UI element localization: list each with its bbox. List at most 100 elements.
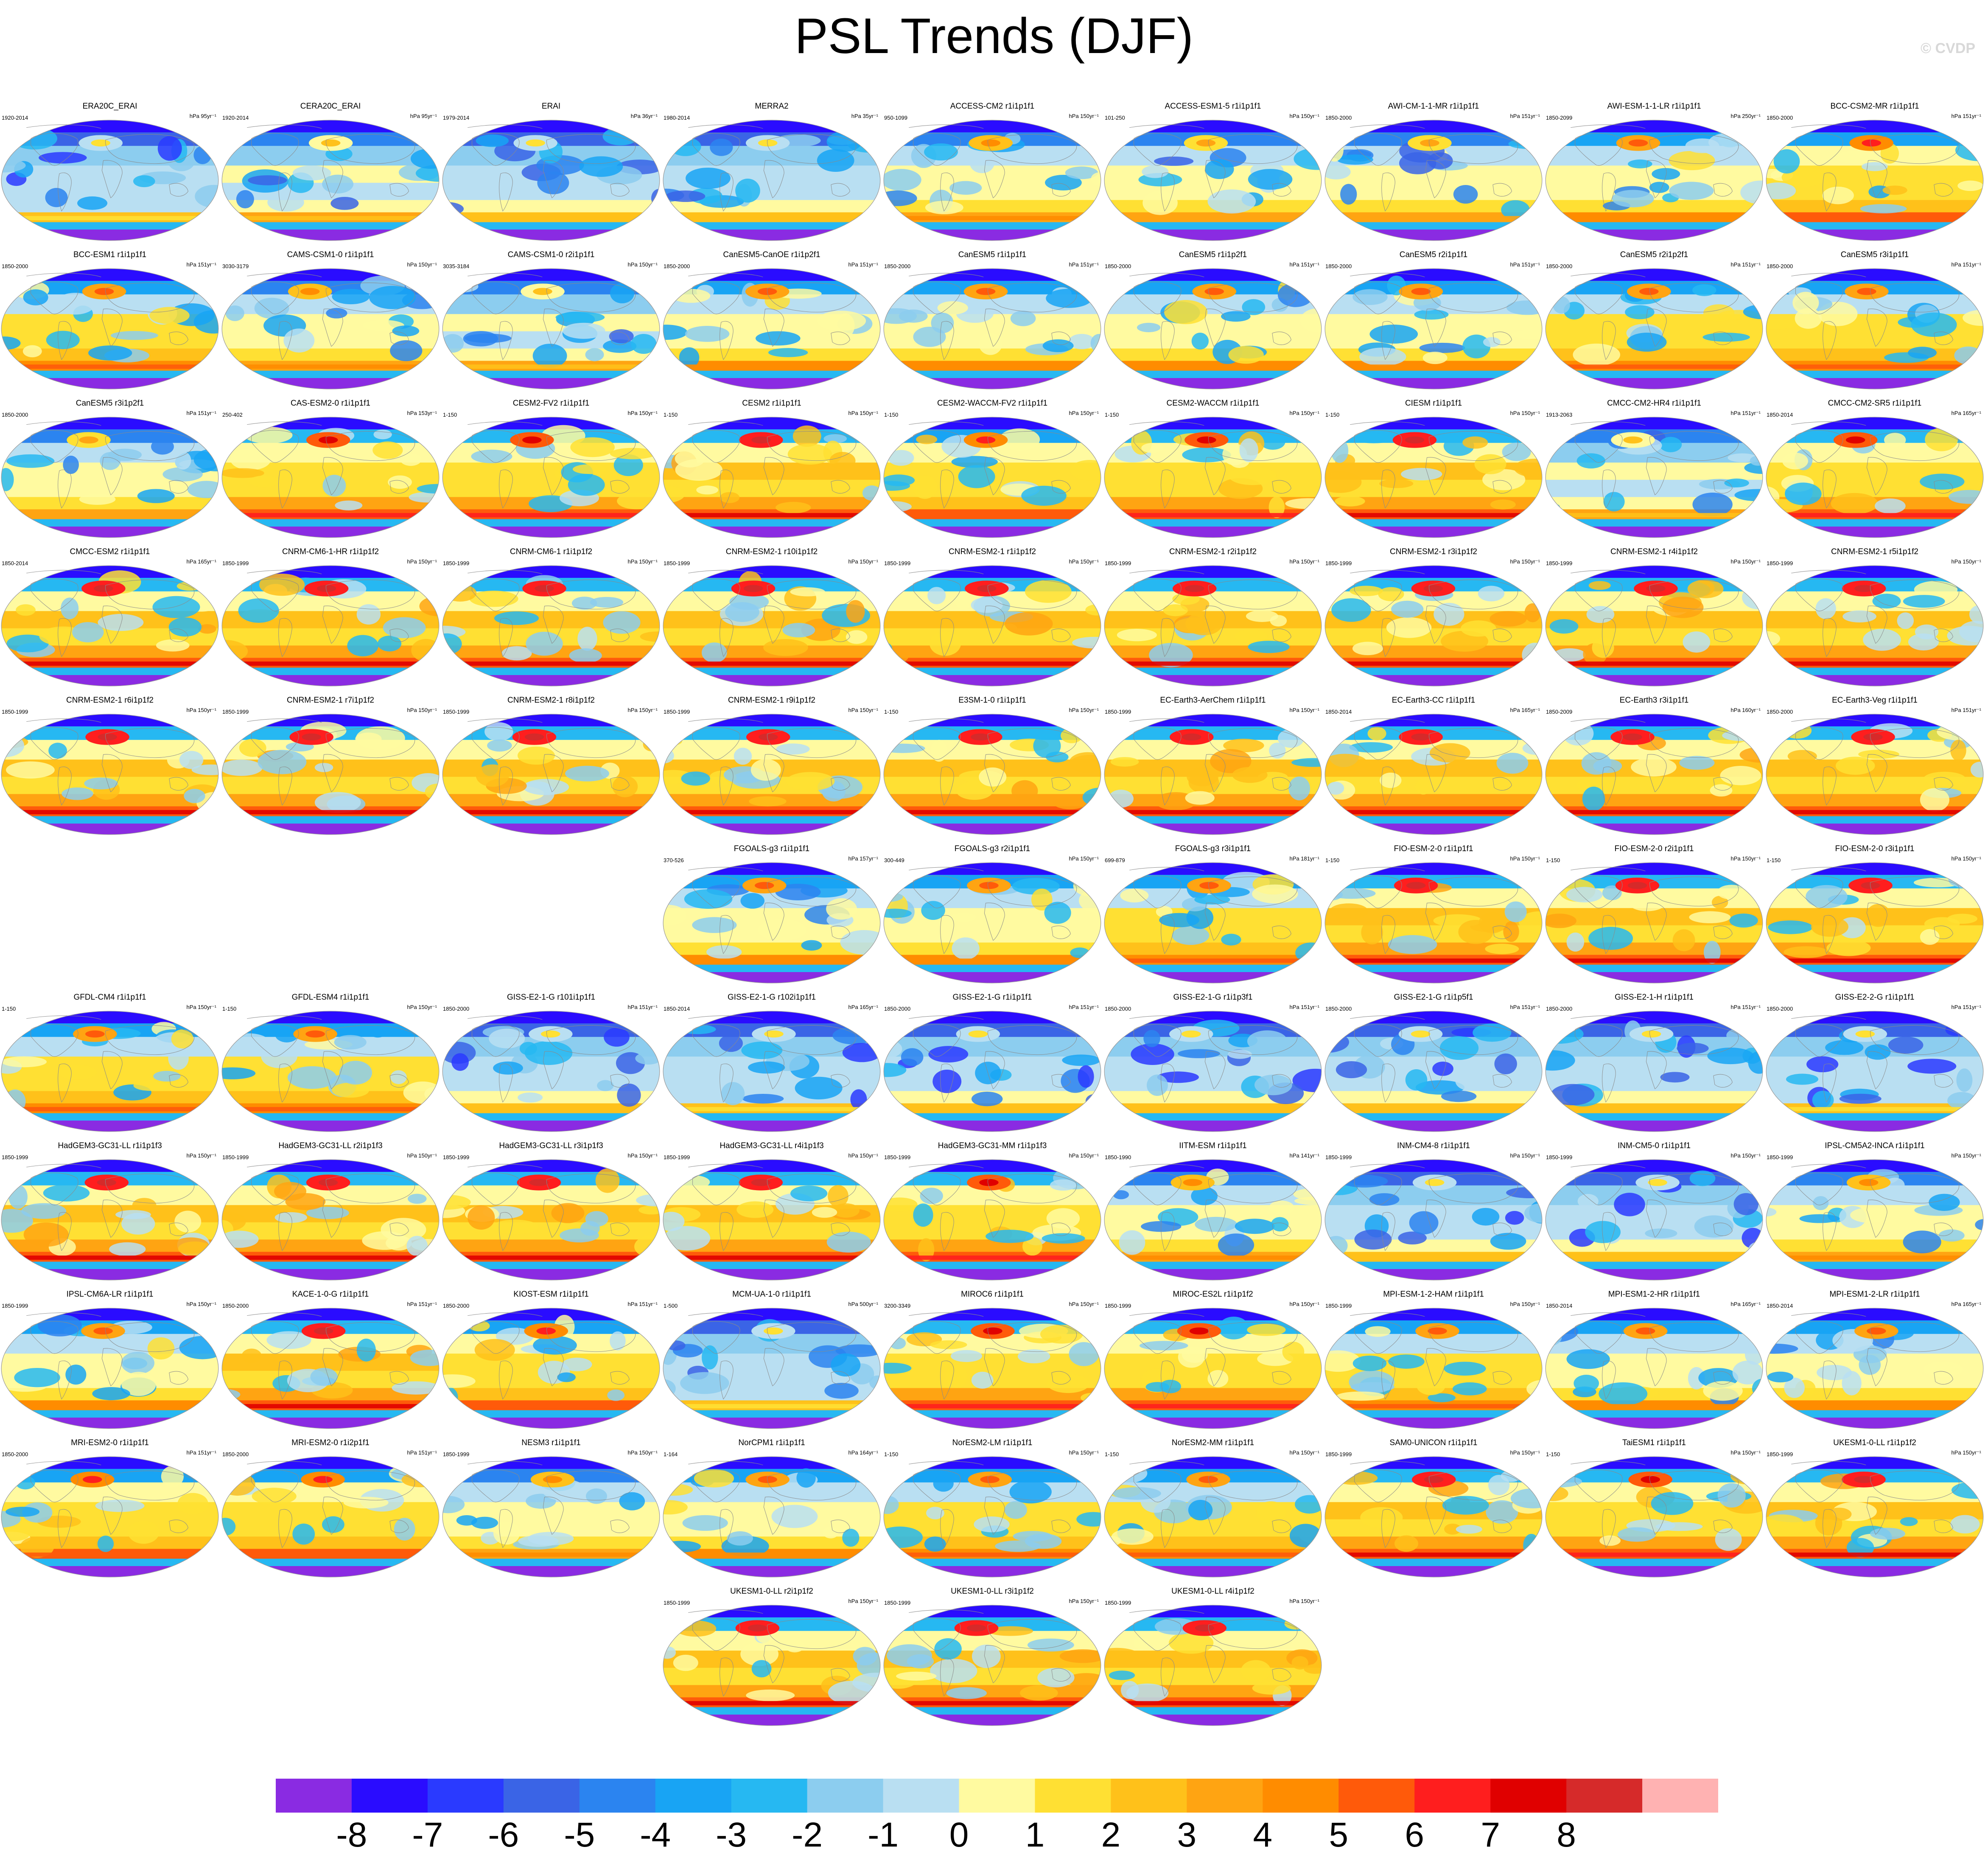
- panel-period: 1850-2000: [2, 263, 28, 269]
- panel-period: 1850-2000: [1325, 263, 1352, 269]
- panel-units: hPa 151yr⁻¹: [1069, 261, 1099, 268]
- panel-period: 101-250: [1105, 115, 1125, 121]
- panel-title: MERRA2: [755, 102, 789, 111]
- panel-units: hPa 150yr⁻¹: [1951, 1152, 1981, 1159]
- map-container: [0, 1455, 220, 1578]
- map-panel: CNRM-ESM2-1 r9i1p1f2 1850-1999 hPa 150yr⁻¹: [662, 696, 882, 836]
- map-panel: MRI-ESM2-0 r1i1p1f1 1850-2000 hPa 151yr⁻¹: [0, 1438, 220, 1578]
- map-container: [662, 1158, 882, 1281]
- colorbar-labels: -8 -7 -6 -5 -4 -3 -2 -1 0 1 2 3 4 5 6 7 8: [276, 1815, 1718, 1858]
- trend-map: [1766, 1308, 1984, 1429]
- trend-map: [1104, 268, 1322, 390]
- trend-map: [221, 417, 440, 538]
- trend-map: [663, 1605, 881, 1726]
- map-container: [1544, 416, 1764, 539]
- panel-title: CanESM5-CanOE r1i1p2f1: [723, 250, 820, 259]
- panel-period: 1850-2000: [2, 412, 28, 418]
- panel-title: CNRM-CM6-1 r1i1p1f2: [510, 547, 593, 556]
- trend-map: [883, 565, 1101, 687]
- map-container: [1103, 713, 1323, 836]
- panel-title: CAMS-CSM1-0 r2i1p1f1: [507, 250, 595, 259]
- colorbar-swatch: [276, 1779, 352, 1813]
- colorbar-tick-label: 0: [949, 1816, 969, 1854]
- panel-period: 1850-1999: [664, 560, 690, 566]
- panel-units: hPa 150yr⁻¹: [407, 707, 437, 713]
- colorbar-tick-label: 4: [1253, 1816, 1273, 1854]
- colorbar-tick-label: -3: [716, 1816, 747, 1854]
- panel-period: 1-150: [1546, 857, 1560, 863]
- panel-units: hPa 151yr⁻¹: [186, 261, 216, 268]
- trend-map: [1104, 1011, 1322, 1132]
- panel-period: 1850-2000: [884, 1006, 911, 1012]
- panel-period: 1850-1990: [1105, 1154, 1131, 1160]
- trend-map: [221, 565, 440, 687]
- panel-period: 3030-3179: [222, 263, 249, 269]
- panel-title: HadGEM3-GC31-LL r4i1p1f3: [720, 1141, 824, 1150]
- panel-units: hPa 151yr⁻¹: [1730, 1004, 1761, 1010]
- colorbar-tick-label: 8: [1557, 1816, 1576, 1854]
- panel-title: CNRM-ESM2-1 r3i1p1f2: [1390, 547, 1477, 556]
- map-panel: KIOST-ESM r1i1p1f1 1850-2000 hPa 151yr⁻¹: [441, 1290, 661, 1430]
- map-panel: GISS-E2-2-G r1i1p1f1 1850-2000 hPa 151yr⁻¹: [1765, 993, 1985, 1133]
- colorbar-swatch: [731, 1779, 808, 1813]
- map-panel: UKESM1-0-LL r3i1p1f2 1850-1999 hPa 150yr⁻¹: [882, 1587, 1102, 1727]
- map-container: [1765, 267, 1985, 390]
- map-container: [882, 1158, 1102, 1281]
- map-container: [882, 416, 1102, 539]
- colorbar-swatch: [1263, 1779, 1339, 1813]
- trend-map: [1545, 268, 1763, 390]
- map-panel: IPSL-CM5A2-INCA r1i1p1f1 1850-1999 hPa 150…: [1765, 1141, 1985, 1281]
- panel-title: CNRM-ESM2-1 r1i1p1f2: [949, 547, 1036, 556]
- map-container: [0, 267, 220, 390]
- panel-units: hPa 150yr⁻¹: [1289, 410, 1319, 416]
- panel-period: 1850-2000: [2, 1451, 28, 1457]
- panel-units: hPa 164yr⁻¹: [848, 1449, 878, 1456]
- trend-map: [1104, 120, 1322, 241]
- map-container: [0, 1158, 220, 1281]
- map-container: [0, 119, 220, 242]
- map-container: [221, 564, 440, 687]
- panel-period: 1850-1999: [1767, 560, 1793, 566]
- panel-units: hPa 151yr⁻¹: [1730, 410, 1761, 416]
- map-panel: GISS-E2-1-G r1i1p3f1 1850-2000 hPa 151yr⁻¹: [1103, 993, 1323, 1133]
- trend-map: [1766, 565, 1984, 687]
- panel-period: 1850-1999: [1325, 1451, 1352, 1457]
- panel-units: hPa 150yr⁻¹: [1289, 558, 1319, 565]
- map-container: [1324, 1455, 1543, 1578]
- map-container: [221, 1010, 440, 1133]
- map-container: [1103, 1455, 1323, 1578]
- trend-map: [883, 1159, 1101, 1281]
- panel-period: 1-150: [443, 412, 457, 418]
- map-panel: BCC-ESM1 r1i1p1f1 1850-2000 hPa 151yr⁻¹: [0, 250, 220, 390]
- map-panel: FIO-ESM-2-0 r3i1p1f1 1-150 hPa 150yr⁻¹: [1765, 844, 1985, 984]
- colorbar-swatch: [579, 1779, 656, 1813]
- panel-title: NorESM2-LM r1i1p1f1: [952, 1438, 1033, 1447]
- panel-period: 1850-2000: [1325, 115, 1352, 121]
- map-container: [1103, 564, 1323, 687]
- map-container: [1103, 267, 1323, 390]
- trend-map: [663, 1011, 881, 1132]
- map-container: [1103, 1307, 1323, 1430]
- panel-period: 1-150: [884, 1451, 899, 1457]
- map-panel: EC-Earth3-AerChem r1i1p1f1 1850-1999 hPa 1…: [1103, 696, 1323, 836]
- panel-period: 1850-1999: [1105, 1303, 1131, 1309]
- panel-title: CAMS-CSM1-0 r1i1p1f1: [287, 250, 374, 259]
- map-container: [1765, 1455, 1985, 1578]
- map-panel: HadGEM3-GC31-LL r4i1p1f3 1850-1999 hPa 150…: [662, 1141, 882, 1281]
- panel-units: hPa 150yr⁻¹: [1069, 1449, 1099, 1456]
- trend-map: [1104, 862, 1322, 984]
- map-container: [1103, 1010, 1323, 1133]
- trend-map: [221, 268, 440, 390]
- map-container: [662, 416, 882, 539]
- map-container: [441, 1307, 661, 1430]
- map-panel: CIESM r1i1p1f1 1-150 hPa 150yr⁻¹: [1324, 399, 1543, 539]
- panel-title: CanESM5 r1i1p1f1: [958, 250, 1027, 259]
- colorbar-swatch: [1490, 1779, 1567, 1813]
- map-panel: CNRM-ESM2-1 r4i1p1f2 1850-1999 hPa 150yr⁻¹: [1544, 547, 1764, 687]
- map-container: [662, 1010, 882, 1133]
- map-panel: CESM2-WACCM-FV2 r1i1p1f1 1-150 hPa 150yr⁻¹: [882, 399, 1102, 539]
- trend-map: [221, 120, 440, 241]
- map-panel: CMCC-CM2-HR4 r1i1p1f1 1913-2063 hPa 151yr⁻…: [1544, 399, 1764, 539]
- panel-title: FGOALS-g3 r1i1p1f1: [734, 844, 810, 853]
- trend-map: [883, 862, 1101, 984]
